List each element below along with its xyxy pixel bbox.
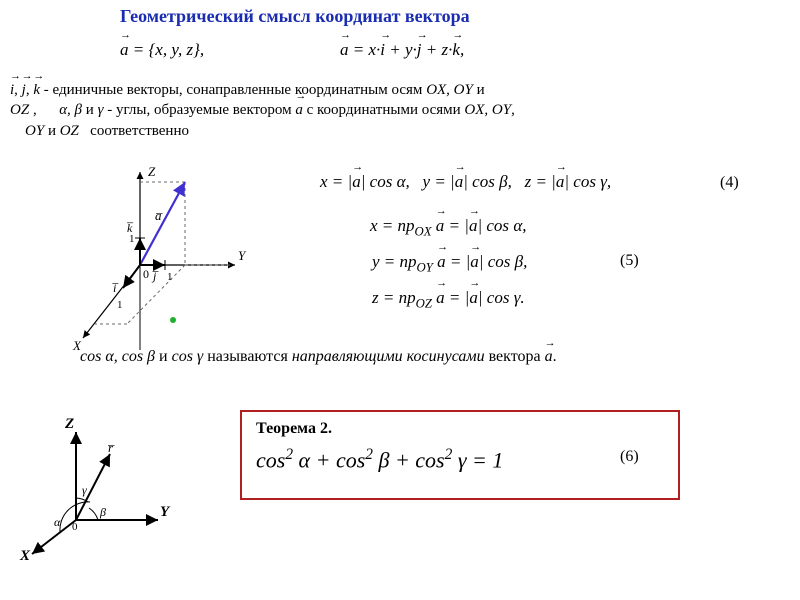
- svg-text:α: α: [54, 515, 61, 529]
- angles-ab: α, β: [59, 102, 82, 118]
- equation-5a: x = прOX a = |a| cos α,: [370, 216, 527, 239]
- svg-text:β: β: [99, 505, 106, 519]
- svg-text:1: 1: [167, 271, 173, 283]
- svg-text:r̅: r̅: [108, 440, 115, 455]
- svg-text:X: X: [19, 548, 31, 562]
- text: и: [82, 102, 98, 118]
- text: с координатными осями: [303, 102, 465, 118]
- svg-text:Y: Y: [238, 248, 247, 263]
- paragraph-unit-vectors: i, j, k - единичные векторы, сонаправлен…: [10, 80, 790, 141]
- text: соответственно: [86, 123, 189, 139]
- axes-2: OX, OY: [464, 102, 511, 118]
- vec-a: a: [295, 100, 303, 120]
- equation-6-number: (6): [620, 448, 639, 466]
- cos-ab: cos α, cos β: [80, 348, 155, 365]
- theorem-box: Теорема 2. cos2 α + cos2 β + cos2 γ = 1: [240, 410, 680, 500]
- svg-text:j̅: j̅: [151, 269, 159, 283]
- svg-text:1: 1: [117, 299, 123, 311]
- equation-vector-decomposition: a = x·i + y·j + z·k,: [340, 40, 464, 60]
- text: и: [155, 348, 172, 365]
- term-direction-cosines: направляющими косинусами: [292, 348, 485, 365]
- theorem-equation: cos2 α + cos2 β + cos2 γ = 1: [256, 446, 664, 473]
- svg-text:Z: Z: [148, 164, 156, 179]
- text: - углы, образуемые вектором: [104, 102, 296, 118]
- svg-text:γ: γ: [82, 483, 87, 497]
- equation-4-number: (4): [720, 174, 739, 192]
- equation-4: x = |a| cos α, y = |a| cos β, z = |a| co…: [320, 172, 611, 192]
- text: и: [44, 123, 60, 139]
- svg-text:a̅: a̅: [155, 208, 163, 223]
- equation-5-number: (5): [620, 252, 639, 270]
- text: вектора: [485, 348, 545, 365]
- equation-5c: z = прOZ a = |a| cos γ.: [372, 288, 525, 311]
- diagram-3d-axes: Z Y X 0 a̅ k̅ j̅ i̅ 1 1 1: [35, 160, 255, 360]
- text: - единичные векторы, сонаправленные коор…: [40, 82, 426, 98]
- diagram-angles: Z Y X r̅ 0 γ β α: [10, 402, 180, 562]
- oz: OZ: [10, 102, 29, 118]
- axes-1: OX, OY: [426, 82, 473, 98]
- paragraph-direction-cosines: cos α, cos β и cos γ называются направля…: [80, 348, 780, 366]
- svg-text:Z: Z: [64, 416, 74, 432]
- text: и: [473, 82, 485, 98]
- svg-text:Y: Y: [160, 504, 171, 520]
- page-title: Геометрический смысл координат вектора: [120, 6, 470, 27]
- theorem-title: Теорема 2.: [256, 420, 664, 438]
- text: называются: [203, 348, 292, 365]
- equation-5b: y = прOY a = |a| cos β,: [372, 252, 527, 275]
- svg-text:1: 1: [129, 233, 135, 245]
- equation-vector-coords: a = {x, y, z},: [120, 40, 204, 60]
- cos-g: cos γ: [172, 348, 204, 365]
- svg-text:0: 0: [143, 267, 149, 281]
- svg-text:0: 0: [72, 521, 78, 533]
- oz2: OZ: [60, 123, 79, 139]
